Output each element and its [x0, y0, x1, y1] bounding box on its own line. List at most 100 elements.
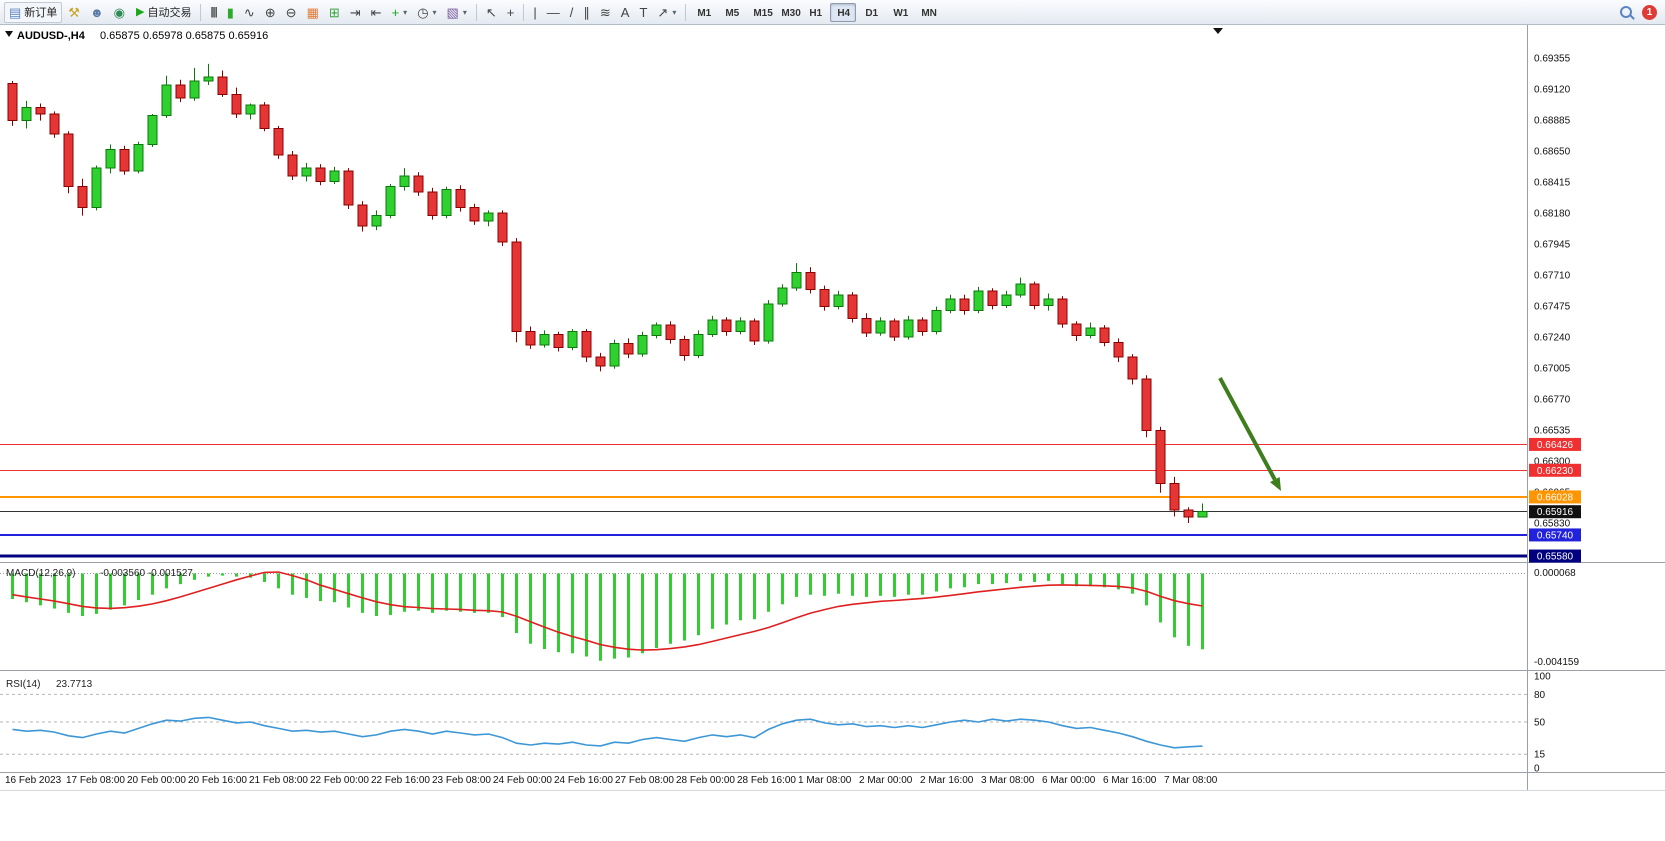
- auto-scroll-button[interactable]: ⇥: [345, 2, 366, 23]
- bull-candle: [385, 186, 396, 217]
- macd-histogram-bar: [949, 573, 952, 589]
- new-chart-button[interactable]: ⊞: [324, 2, 345, 23]
- text-button[interactable]: A: [616, 2, 635, 23]
- trend-arrow-annotation[interactable]: [1218, 377, 1281, 491]
- bear-candle: [679, 339, 690, 356]
- search-button[interactable]: [1615, 2, 1637, 23]
- add-indicator-button[interactable]: + ▾: [387, 2, 413, 23]
- macd-histogram-bar: [319, 573, 322, 602]
- bear-candle: [217, 76, 228, 95]
- bear-candle: [175, 84, 186, 99]
- new-chart-icon: ⊞: [328, 4, 340, 20]
- macd-histogram-bar: [655, 573, 658, 648]
- arrows-button[interactable]: ↗ ▾: [652, 2, 681, 23]
- svg-text:0.65580: 0.65580: [1537, 552, 1574, 563]
- horizontal-line-button[interactable]: —: [542, 2, 565, 23]
- bull-candle: [931, 310, 942, 333]
- chevron-down-icon: ▾: [403, 7, 408, 17]
- timeframe-button-m30[interactable]: M30: [774, 3, 800, 22]
- market-depth-icon: ☻: [89, 4, 104, 20]
- timeframe-button-h4[interactable]: H4: [830, 2, 857, 22]
- bull-candle: [399, 175, 410, 188]
- time-axis-label: 28 Feb 00:00: [676, 775, 735, 786]
- bear-candle: [861, 318, 872, 334]
- timeframe-button-m15[interactable]: M15: [746, 3, 772, 22]
- candlestick-chart-button[interactable]: ▮: [222, 2, 239, 23]
- timeframe-button-w1[interactable]: W1: [886, 3, 912, 22]
- time-axis-label: 16 Feb 2023: [5, 775, 62, 786]
- timeframe-button-h1[interactable]: H1: [802, 3, 828, 22]
- cursor-button[interactable]: ↖: [481, 2, 502, 23]
- bar-chart-button[interactable]: |||: [205, 2, 221, 23]
- vertical-line-button[interactable]: |: [528, 2, 541, 23]
- vertical-line-icon: |: [533, 4, 537, 20]
- bull-candle: [21, 106, 32, 122]
- zoom-in-button[interactable]: ⊕: [260, 2, 281, 23]
- time-axis-label: 21 Feb 08:00: [249, 775, 308, 786]
- rsi-axis-tick: 50: [1534, 718, 1546, 729]
- equidistant-channel-button[interactable]: ∥: [578, 2, 595, 23]
- metaeditor-icon: ⚒: [68, 4, 80, 20]
- timeframe-button-m5[interactable]: M5: [718, 3, 744, 22]
- search-icon: [1620, 6, 1632, 18]
- bear-candle: [63, 133, 74, 188]
- macd-histogram-bar: [501, 573, 504, 618]
- zoom-out-button[interactable]: ⊖: [281, 2, 302, 23]
- macd-histogram-bar: [235, 573, 238, 577]
- timeframe-button-mn[interactable]: MN: [914, 3, 940, 22]
- autotrading-label: 自动交易: [147, 7, 192, 19]
- tile-windows-button[interactable]: ▦: [302, 2, 324, 23]
- bull-candle: [203, 76, 214, 82]
- new-order-label: 新订单: [24, 7, 58, 19]
- time-axis-label: 3 Mar 08:00: [981, 775, 1035, 786]
- macd-histogram-bar: [1159, 573, 1162, 623]
- bear-candle: [1029, 283, 1040, 306]
- rsi-axis-tick: 80: [1534, 690, 1546, 701]
- line-chart-button[interactable]: ∿: [239, 2, 260, 23]
- time-axis-label: 22 Feb 00:00: [310, 775, 369, 786]
- macd-histogram-bar: [515, 573, 518, 634]
- bear-candle: [455, 188, 466, 209]
- trendline-button[interactable]: /: [565, 2, 579, 23]
- crosshair-button[interactable]: +: [502, 2, 520, 23]
- candlestick-chart-icon: ▮: [226, 4, 234, 20]
- macd-histogram-bar: [361, 573, 364, 613]
- templates-button[interactable]: ▧ ▾: [442, 2, 472, 23]
- bull-candle: [1001, 294, 1012, 306]
- fibonacci-button[interactable]: ≋: [595, 2, 616, 23]
- macd-histogram-bar: [11, 573, 14, 599]
- macd-histogram-bar: [571, 573, 574, 654]
- periods-button[interactable]: ◷ ▾: [412, 2, 441, 23]
- macd-histogram-bar: [221, 573, 224, 576]
- macd-histogram-bar: [809, 573, 812, 595]
- label-button[interactable]: T: [634, 2, 652, 23]
- bear-candle: [525, 331, 536, 346]
- timeframe-button-d1[interactable]: D1: [858, 3, 884, 22]
- bear-candle: [1071, 323, 1082, 337]
- bull-candle: [833, 294, 844, 308]
- price-axis-tick: 0.69355: [1534, 53, 1571, 64]
- community-button[interactable]: ◉: [109, 2, 130, 23]
- price-line-label: 0.66426: [1529, 437, 1581, 451]
- metaeditor-button[interactable]: ⚒: [63, 2, 85, 23]
- macd-histogram-bar: [445, 573, 448, 611]
- macd-histogram-bar: [263, 573, 266, 582]
- svg-text:0.66230: 0.66230: [1537, 466, 1574, 477]
- time-axis-label: 7 Mar 08:00: [1164, 775, 1218, 786]
- horizontal-line-icon: —: [546, 4, 560, 20]
- autotrading-button[interactable]: ▶ 自动交易: [131, 2, 196, 23]
- chart-shift-button[interactable]: ⇤: [366, 2, 387, 23]
- price-line-label: 0.66230: [1529, 463, 1581, 477]
- notification-badge[interactable]: 1: [1642, 4, 1657, 20]
- new-order-button[interactable]: ▤ 新订单: [4, 1, 63, 23]
- timeframe-button-m1[interactable]: M1: [690, 3, 716, 22]
- macd-histogram-bar: [459, 573, 462, 612]
- bull-candle: [903, 319, 914, 338]
- toolbar-separator: [685, 3, 687, 21]
- chart-shift-marker[interactable]: [1213, 28, 1223, 34]
- macd-histogram-bar: [291, 573, 294, 595]
- symbol-menu-marker[interactable]: [5, 31, 13, 37]
- market-depth-button[interactable]: ☻: [85, 2, 109, 23]
- time-axis-label: 20 Feb 00:00: [127, 775, 186, 786]
